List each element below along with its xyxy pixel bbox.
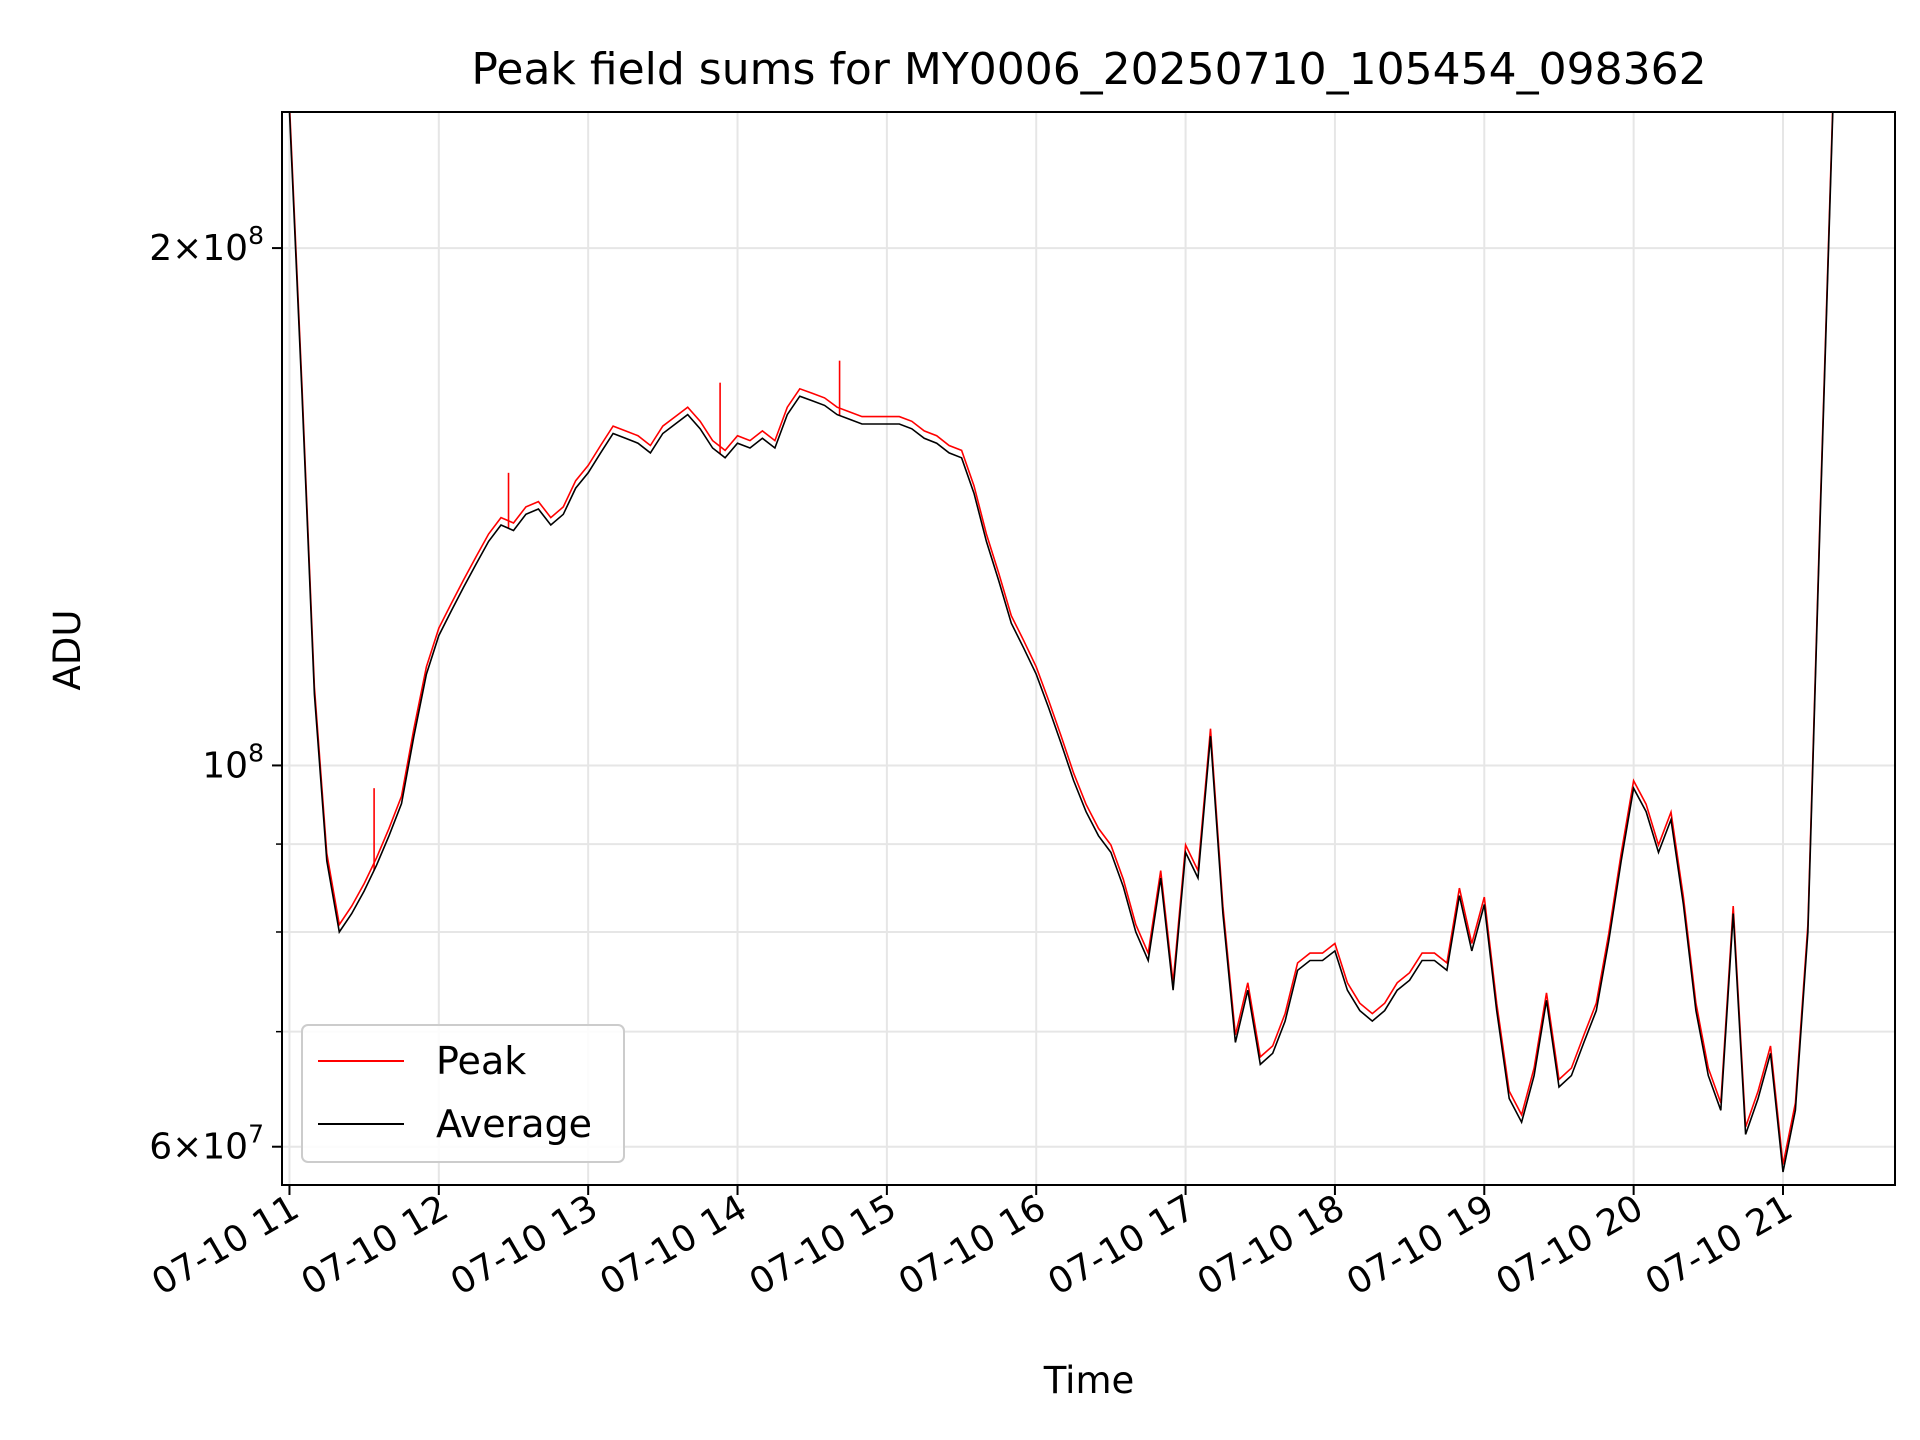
y-tick-label: 6×107 [149, 1120, 264, 1168]
chart-title: Peak field sums for MY0006_20250710_1054… [471, 44, 1706, 95]
x-axis-label: Time [1043, 1359, 1135, 1402]
y-tick-label: 108 [202, 738, 264, 786]
legend-label-peak: Peak [436, 1039, 526, 1083]
plot-lines [288, 112, 1834, 1173]
grid [282, 112, 1895, 1185]
series-line-peak [289, 112, 1834, 1165]
legend-label-average: Average [436, 1102, 592, 1146]
legend-frame [301, 1024, 625, 1163]
y-axis-label: ADU [46, 610, 89, 691]
plot-frame [281, 111, 1896, 1186]
y-tick-label: 2×108 [149, 221, 264, 269]
series-line-average [288, 112, 1834, 1173]
y-axis-ticks: 6×107 108 2×108 [149, 221, 282, 1168]
legend: Peak Average [301, 1024, 625, 1163]
